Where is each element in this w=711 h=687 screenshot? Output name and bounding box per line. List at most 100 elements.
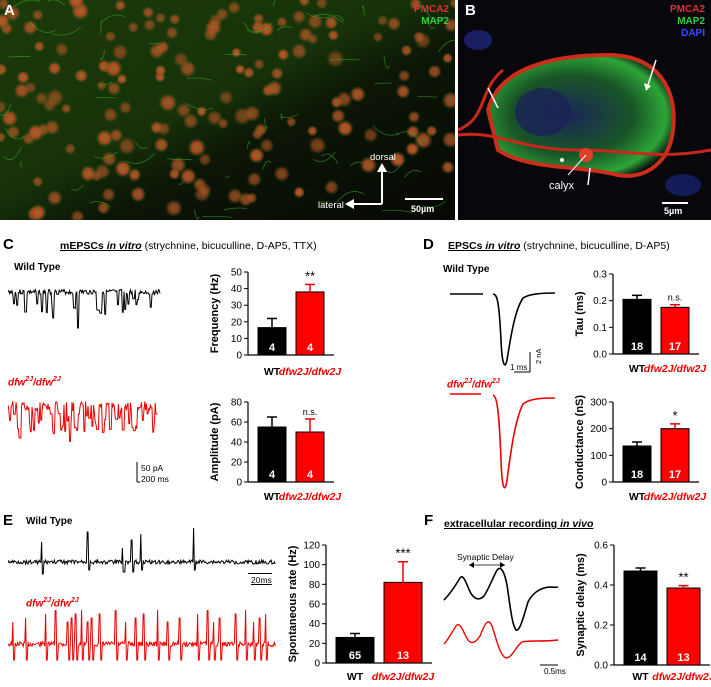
- panel-b-micrograph: [458, 0, 711, 220]
- chart-E-spontaneous: 0 20 40 60 80 100 120 Spontaneous rate (Hz) 65 WT…: [287, 541, 435, 684]
- n-label: 18: [631, 341, 643, 353]
- panel-d-mut-label: dfw2J/dfw2J: [447, 378, 500, 391]
- bar-1: [660, 428, 690, 483]
- panel-c-letter: C: [3, 236, 14, 253]
- n-label: 4: [307, 469, 314, 481]
- panel-d-mut-trace: [450, 393, 556, 489]
- category-label: dfw2J/dfw2J: [279, 366, 343, 378]
- panel-f-title: extracellular recording in vivo: [444, 518, 593, 530]
- panel-d-title-plain: EPSCs: [448, 240, 486, 252]
- y-axis-label: Frequency (Hz): [209, 273, 221, 353]
- chart-D-tau: 0.0 0.1 0.2 0.3 Tau (ms) 18 WT 17 dfw2J/dfw2J n.s…: [574, 270, 707, 376]
- legend-pmca2-b: PMCA2: [669, 4, 705, 15]
- panel-e-letter: E: [3, 512, 14, 529]
- panel-e-wt-trace: [8, 527, 276, 575]
- y-tick-label: 0.0: [594, 661, 608, 672]
- bar-1: [383, 581, 423, 664]
- panel-e-scalebar: [248, 573, 272, 574]
- y-tick-label: 200: [590, 424, 607, 435]
- n-label: 4: [269, 342, 276, 354]
- category-label: dfw2J/dfw2J: [652, 671, 711, 683]
- panel-f-title-plain: extracellular recording: [444, 518, 561, 530]
- y-tick-label: 40: [231, 284, 243, 295]
- panel-a-micrograph: [0, 0, 455, 220]
- panel-d-scale-x: 1 ms: [510, 363, 528, 372]
- panel-f-traces: [443, 562, 559, 666]
- y-tick-label: 60: [231, 418, 243, 429]
- significance-label: ***: [395, 546, 410, 561]
- category-label: WT: [629, 363, 646, 375]
- category-label: dfw2J/dfw2J: [372, 671, 436, 683]
- y-tick-label: 0: [601, 478, 607, 489]
- panel-d-scale-y: 2 nA: [534, 348, 543, 364]
- n-label: 13: [397, 650, 409, 662]
- panel-c-title: mEPSCs in vitro (strychnine, bicuculline…: [60, 240, 317, 252]
- panel-d-title-rest: (strychnine, bicuculline, D-AP5): [520, 240, 670, 252]
- panel-c-scalebar: [136, 462, 140, 483]
- category-label: dfw2J/dfw2J: [644, 363, 708, 375]
- chart-D-conductance: 0 100 200 300 Conductance (nS) 18 WT 17 dfw2J/df…: [574, 395, 707, 503]
- n-label: 4: [307, 342, 314, 354]
- panel-b-letter: B: [465, 2, 476, 19]
- panel-f-delay-label: Synaptic Delay: [457, 552, 514, 562]
- y-tick-label: 0.2: [593, 296, 607, 307]
- n-label: 18: [631, 469, 643, 481]
- panel-c-mut-label: dfw2J/dfw2J: [8, 376, 61, 389]
- bar-0: [257, 426, 287, 483]
- panel-c-title-plain: mEPSCs: [60, 240, 107, 252]
- category-label: WT: [632, 671, 649, 683]
- y-tick-label: 100: [590, 451, 607, 462]
- panel-e-mut-trace: [8, 610, 276, 661]
- y-axis-label: Synaptic delay (ms): [575, 553, 587, 657]
- panel-d-title-italic: in vitro: [485, 240, 521, 252]
- panel-d-wt-trace: [450, 292, 556, 373]
- panel-d-title: EPSCs in vitro (strychnine, bicuculline,…: [448, 240, 670, 252]
- panel-b-legend: PMCA2 MAP2 DAPI: [670, 4, 705, 40]
- panel-a-scalebar: [405, 198, 443, 200]
- panel-d-letter: D: [423, 236, 434, 253]
- calyx-label: calyx: [549, 180, 575, 192]
- y-axis-label: Spontaneous rate (Hz): [287, 545, 299, 662]
- n-label: 4: [269, 469, 276, 481]
- panel-a-letter: A: [4, 2, 15, 19]
- bar-0: [335, 636, 375, 664]
- bar-1: [660, 306, 690, 355]
- category-label: dfw2J/dfw2J: [644, 491, 708, 503]
- legend-map2-b: MAP2: [677, 16, 705, 27]
- orientation-arrows: [345, 163, 387, 209]
- bar-0: [622, 445, 652, 483]
- y-tick-label: 80: [309, 580, 321, 591]
- bar-0: [622, 298, 652, 355]
- panel-c-title-italic: in vitro: [106, 240, 142, 252]
- significance-label: n.s.: [303, 407, 318, 417]
- n-label: 13: [677, 652, 689, 664]
- category-label: WT: [629, 491, 646, 503]
- y-tick-label: 60: [309, 600, 321, 611]
- panel-b-scalebar-label: 5µm: [664, 206, 683, 216]
- y-tick-label: 0.1: [593, 323, 607, 334]
- significance-label: *: [672, 408, 677, 423]
- n-label: 65: [349, 650, 361, 662]
- y-tick-label: 50: [231, 268, 243, 279]
- y-axis-label: Tau (ms): [574, 291, 586, 336]
- y-axis-label: Amplitude (pA): [209, 402, 221, 481]
- panel-c-scale-x: 200 ms: [141, 474, 169, 484]
- significance-label: **: [305, 268, 315, 283]
- y-tick-label: 10: [231, 334, 243, 345]
- panel-e-wt-label: Wild Type: [26, 516, 73, 527]
- bar-1: [666, 587, 701, 666]
- panel-c-mut-trace: [8, 400, 158, 442]
- y-tick-label: 40: [309, 619, 321, 630]
- y-tick-label: 0.0: [593, 350, 607, 361]
- dorsal-label: dorsal: [370, 152, 396, 163]
- y-tick-label: 20: [309, 639, 321, 650]
- y-axis-label: Conductance (nS): [574, 395, 586, 489]
- y-tick-label: 20: [231, 317, 243, 328]
- significance-label: n.s.: [668, 293, 683, 303]
- y-tick-label: 0: [236, 351, 242, 362]
- panel-f-title-italic: in vivo: [560, 518, 594, 530]
- y-tick-label: 0.2: [594, 621, 608, 632]
- y-tick-label: 80: [231, 398, 243, 409]
